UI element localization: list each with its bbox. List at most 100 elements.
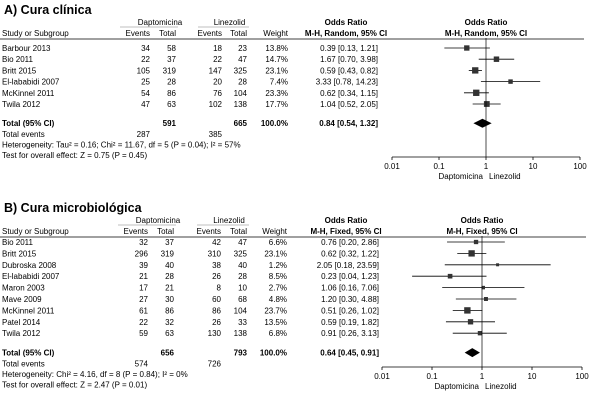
effect-method-header: M-H, Random, 95% CI — [305, 29, 387, 38]
study-point — [477, 331, 483, 336]
study-odds-ratio: 1.20 [0.30, 4.88] — [321, 295, 379, 304]
study-point — [493, 56, 500, 62]
effect-header: Odds Ratio — [325, 18, 368, 27]
total-events-group2: 726 — [208, 360, 222, 369]
study-weight: 17.7% — [265, 100, 288, 109]
total-group2: 104 — [234, 306, 248, 315]
weight-header: Weight — [263, 29, 289, 38]
events-group2: 76 — [213, 89, 222, 98]
study-point — [496, 263, 500, 267]
study-name: Bio 2011 — [2, 238, 34, 247]
study-name: Maron 2003 — [2, 284, 45, 293]
x-axis-tick-label: 100 — [573, 162, 587, 171]
total-events-group1: 574 — [135, 360, 149, 369]
total-weight: 100.0% — [260, 349, 287, 358]
study-point — [447, 273, 453, 279]
events-group2: 26 — [212, 272, 221, 281]
x-axis-tick-label: 1 — [484, 162, 489, 171]
group1-header: Daptomicina — [138, 18, 183, 27]
study-name: McKinnel 2011 — [2, 89, 55, 98]
favours-right-label: Linezolid — [485, 382, 517, 391]
study-weight: 1.2% — [269, 261, 287, 270]
study-weight: 23.1% — [264, 249, 287, 258]
events-group1: 54 — [141, 89, 150, 98]
total-label: Total (95% CI) — [2, 349, 55, 358]
summary-diamond — [464, 348, 480, 358]
total-group1: 319 — [161, 249, 175, 258]
total-group1: 63 — [167, 100, 176, 109]
total-events-group2: 385 — [209, 130, 223, 139]
total-group2: 47 — [238, 238, 247, 247]
events-group1: 34 — [141, 44, 150, 53]
total-events-label: Total events — [2, 130, 45, 139]
events-group2: 22 — [213, 55, 222, 64]
study-point — [483, 297, 488, 301]
study-odds-ratio: 0.76 [0.20, 2.86] — [321, 238, 379, 247]
total-group1: 319 — [163, 66, 177, 75]
x-axis-tick-label: 10 — [529, 162, 538, 171]
study-weight: 23.1% — [265, 66, 288, 75]
events-group2: 38 — [212, 261, 221, 270]
study-name: Twila 2012 — [2, 329, 41, 338]
group1-header: Daptomicina — [136, 216, 181, 225]
total-group1: 58 — [167, 44, 176, 53]
total-group2: 325 — [234, 249, 248, 258]
study-odds-ratio: 1.06 [0.16, 7.06] — [321, 284, 379, 293]
events1-header: Events — [126, 29, 150, 38]
events2-header: Events — [198, 29, 222, 38]
total-group1: 37 — [167, 55, 176, 64]
plot-method-header: M-H, Random, 95% CI — [445, 29, 527, 38]
events-group2: 42 — [212, 238, 221, 247]
study-point — [467, 319, 474, 325]
effect-header: Odds Ratio — [325, 216, 368, 225]
study-odds-ratio: 0.62 [0.32, 1.22] — [321, 249, 379, 258]
events-group1: 32 — [139, 238, 148, 247]
study-odds-ratio: 0.23 [0.04, 1.23] — [321, 272, 379, 281]
events-group1: 22 — [139, 318, 148, 327]
study-point — [483, 101, 490, 107]
panel-title: A) Cura clínica — [4, 3, 93, 17]
total-group2: 33 — [238, 318, 247, 327]
panel-a: A) Cura clínica Daptomicina Linezolid Odds … — [0, 3, 587, 181]
study-odds-ratio: 0.62 [0.34, 1.15] — [320, 89, 378, 98]
study-weight: 14.7% — [265, 55, 288, 64]
study-odds-ratio: 3.33 [0.78, 14.23] — [316, 78, 378, 87]
events-group2: 18 — [213, 44, 222, 53]
study-point — [473, 239, 479, 245]
events-group1: 59 — [139, 329, 148, 338]
total-group2: 47 — [238, 55, 247, 64]
events1-header: Events — [124, 227, 148, 236]
total-group2: 40 — [238, 261, 247, 270]
total2-header: Total — [230, 29, 247, 38]
total-group1: 86 — [167, 89, 176, 98]
total-group2: 10 — [238, 284, 247, 293]
total-group2: 325 — [234, 66, 248, 75]
study-name: El-lababidi 2007 — [2, 78, 60, 87]
events-group1: 61 — [139, 306, 148, 315]
study-name: Britt 2015 — [2, 249, 37, 258]
events-group2: 8 — [217, 284, 222, 293]
study-name: McKinnel 2011 — [2, 306, 55, 315]
study-weight: 13.8% — [265, 44, 288, 53]
events-group2: 26 — [212, 318, 221, 327]
overall-effect-text: Test for overall effect: Z = 0.75 (P = 0… — [2, 151, 147, 160]
study-weight: 6.8% — [269, 329, 287, 338]
events-group2: 102 — [209, 100, 223, 109]
heterogeneity-text: Heterogeneity: Tau² = 0.16; Chi² = 11.67… — [2, 141, 241, 150]
study-odds-ratio: 1.67 [0.70, 3.98] — [320, 55, 378, 64]
events-group1: 105 — [137, 66, 151, 75]
events-group1: 27 — [139, 295, 148, 304]
events-group2: 86 — [212, 306, 221, 315]
favours-right-label: Linezolid — [489, 172, 521, 181]
total-weight: 100.0% — [261, 119, 288, 128]
study-name: El-lababidi 2007 — [2, 272, 60, 281]
total-sum-group2: 665 — [234, 119, 248, 128]
total-group1: 28 — [167, 78, 176, 87]
total-group1: 40 — [165, 261, 174, 270]
events-group1: 25 — [141, 78, 150, 87]
study-name: Patel 2014 — [2, 318, 41, 327]
total-group2: 28 — [238, 272, 247, 281]
events-group2: 20 — [213, 78, 222, 87]
total-group2: 104 — [234, 89, 248, 98]
plot-header: Odds Ratio — [465, 18, 508, 27]
